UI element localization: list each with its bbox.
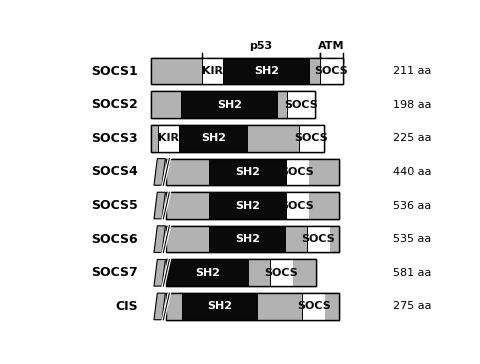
Bar bbox=[286, 226, 307, 253]
Bar bbox=[258, 293, 302, 320]
Text: SOCS: SOCS bbox=[284, 100, 318, 110]
Bar bbox=[309, 159, 339, 185]
Text: SOCS6: SOCS6 bbox=[92, 233, 138, 246]
Bar bbox=[166, 260, 316, 286]
Text: CIS: CIS bbox=[116, 300, 138, 313]
Bar bbox=[309, 192, 339, 219]
Text: SH2: SH2 bbox=[217, 100, 242, 110]
Bar bbox=[293, 260, 316, 286]
Bar bbox=[299, 125, 324, 151]
Bar bbox=[166, 293, 182, 320]
Text: 535 aa: 535 aa bbox=[393, 234, 431, 244]
Bar bbox=[179, 125, 248, 151]
Bar bbox=[286, 159, 309, 185]
Text: 198 aa: 198 aa bbox=[393, 100, 432, 110]
Text: SOCS: SOCS bbox=[281, 167, 314, 177]
Bar bbox=[209, 192, 286, 219]
Text: SH2: SH2 bbox=[201, 133, 226, 143]
Text: SOCS7: SOCS7 bbox=[91, 266, 138, 279]
Bar bbox=[202, 58, 223, 84]
Bar bbox=[287, 91, 315, 118]
Text: SH2: SH2 bbox=[254, 66, 279, 76]
Bar bbox=[166, 159, 339, 185]
Text: 225 aa: 225 aa bbox=[393, 133, 432, 143]
Polygon shape bbox=[154, 192, 165, 219]
Text: SH2: SH2 bbox=[208, 301, 233, 312]
Text: SOCS: SOCS bbox=[297, 301, 331, 312]
Bar bbox=[330, 226, 339, 253]
Bar bbox=[249, 260, 270, 286]
Text: SOCS4: SOCS4 bbox=[91, 165, 138, 178]
Text: SOCS5: SOCS5 bbox=[91, 199, 138, 212]
Text: SOCS: SOCS bbox=[281, 201, 314, 210]
Bar bbox=[307, 226, 330, 253]
Bar bbox=[166, 159, 339, 185]
Bar bbox=[166, 159, 209, 185]
Bar bbox=[151, 58, 343, 84]
Bar bbox=[166, 226, 209, 253]
Text: SH2: SH2 bbox=[235, 234, 260, 244]
Bar bbox=[151, 125, 324, 151]
Bar bbox=[151, 91, 315, 118]
Text: SOCS3: SOCS3 bbox=[92, 132, 138, 145]
Text: SH2: SH2 bbox=[195, 268, 220, 278]
Polygon shape bbox=[154, 159, 165, 185]
Text: 536 aa: 536 aa bbox=[393, 201, 431, 210]
Bar bbox=[209, 226, 286, 253]
Text: SOCS2: SOCS2 bbox=[91, 98, 138, 111]
Text: SOCS: SOCS bbox=[314, 66, 348, 76]
Bar bbox=[166, 226, 339, 253]
Polygon shape bbox=[154, 260, 165, 286]
Polygon shape bbox=[154, 226, 165, 253]
Text: KIR: KIR bbox=[202, 66, 223, 76]
Bar bbox=[166, 260, 249, 286]
Bar bbox=[158, 125, 179, 151]
Text: SOCS: SOCS bbox=[295, 133, 328, 143]
Bar bbox=[181, 91, 278, 118]
Bar bbox=[302, 293, 325, 320]
Text: SH2: SH2 bbox=[235, 167, 260, 177]
Text: SOCS: SOCS bbox=[264, 268, 298, 278]
Bar bbox=[270, 260, 293, 286]
Bar bbox=[151, 91, 181, 118]
Bar bbox=[286, 192, 309, 219]
Text: 440 aa: 440 aa bbox=[393, 167, 432, 177]
Bar bbox=[166, 260, 316, 286]
Bar bbox=[278, 91, 287, 118]
Bar bbox=[248, 125, 299, 151]
Bar bbox=[151, 125, 158, 151]
Text: 211 aa: 211 aa bbox=[393, 66, 432, 76]
Bar bbox=[151, 91, 315, 118]
Bar bbox=[166, 293, 339, 320]
Bar bbox=[223, 58, 310, 84]
Text: p53: p53 bbox=[249, 41, 272, 51]
Text: 275 aa: 275 aa bbox=[393, 301, 432, 312]
Bar bbox=[166, 192, 209, 219]
Text: ATM: ATM bbox=[318, 41, 344, 51]
Bar bbox=[209, 159, 286, 185]
Bar bbox=[325, 293, 339, 320]
Text: SH2: SH2 bbox=[235, 201, 260, 210]
Bar bbox=[166, 192, 339, 219]
Text: SOCS: SOCS bbox=[301, 234, 335, 244]
Text: KIR: KIR bbox=[158, 133, 179, 143]
Bar bbox=[166, 293, 339, 320]
Bar bbox=[310, 58, 320, 84]
Bar bbox=[320, 58, 343, 84]
Bar bbox=[182, 293, 258, 320]
Bar bbox=[166, 226, 339, 253]
Polygon shape bbox=[154, 293, 165, 320]
Text: 581 aa: 581 aa bbox=[393, 268, 432, 278]
Text: SOCS1: SOCS1 bbox=[91, 64, 138, 78]
Bar bbox=[151, 58, 202, 84]
Bar bbox=[151, 125, 324, 151]
Bar bbox=[151, 58, 343, 84]
Bar bbox=[166, 192, 339, 219]
